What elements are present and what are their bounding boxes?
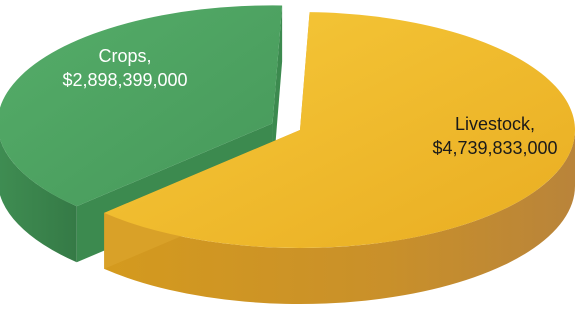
slice-livestock — [104, 12, 576, 304]
slice-crops-value-label: $2,898,399,000 — [62, 70, 187, 90]
slice-livestock-side — [104, 130, 575, 304]
slice-crops-label: Crops, — [98, 46, 151, 66]
slice-crops-cut-face-1 — [272, 5, 283, 180]
slice-crops-side — [0, 138, 77, 263]
slice-livestock-value-label: $4,739,833,000 — [432, 138, 557, 158]
slice-livestock-label: Livestock, — [455, 114, 535, 134]
slice-livestock-top — [104, 12, 576, 248]
labels-layer: Crops, $2,898,399,000 Livestock, $4,739,833… — [62, 46, 557, 158]
slices-layer — [0, 5, 576, 304]
slice-crops-top — [0, 5, 283, 207]
